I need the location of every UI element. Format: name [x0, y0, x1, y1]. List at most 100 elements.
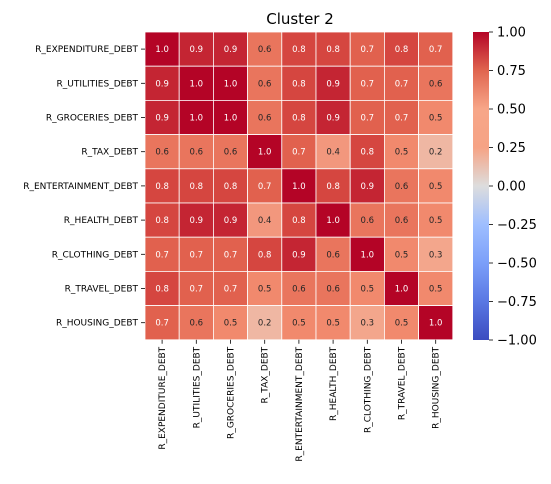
- cell-value-label: 0.6: [292, 285, 306, 295]
- cell-value-label: 1.0: [190, 114, 204, 124]
- heatmap-cell: [349, 168, 385, 204]
- cell-value-label: 1.0: [395, 285, 409, 295]
- cell-value-label: 0.7: [224, 285, 238, 295]
- heatmap-cell: [178, 305, 214, 341]
- heatmap-cell: [144, 100, 180, 136]
- cell-value-label: 0.6: [258, 45, 272, 55]
- cell-value-label: 1.0: [224, 79, 238, 89]
- heatmap-cell: [315, 270, 351, 306]
- row-tick-label: R_HOUSING_DEBT: [56, 319, 139, 329]
- cell-value-label: 0.7: [395, 114, 409, 124]
- cell-value-label: 0.8: [292, 114, 306, 124]
- cell-value-label: 0.9: [224, 216, 238, 226]
- cell-value-label: 0.6: [361, 216, 375, 226]
- cell-value-label: 0.8: [292, 45, 306, 55]
- cell-value-label: 0.3: [361, 319, 375, 329]
- row-tick-label: R_HEALTH_DEBT: [64, 216, 139, 226]
- cell-value-label: 0.5: [395, 250, 409, 260]
- cell-value-label: 0.7: [361, 79, 375, 89]
- column-tick-label: R_TRAVEL_DEBT: [398, 346, 408, 420]
- colorbar: [473, 32, 489, 340]
- column-tick-label: R_CLOTHING_DEBT: [363, 346, 373, 433]
- cell-value-label: 0.7: [190, 285, 204, 295]
- cell-value-label: 0.9: [224, 45, 238, 55]
- colorbar-tick-label: 0.00: [497, 180, 526, 195]
- cell-value-label: 1.0: [429, 319, 443, 329]
- heatmap-cell: [212, 270, 248, 306]
- heatmap-cell: [281, 236, 317, 272]
- column-tick-label: R_ENTERTAINMENT_DEBT: [295, 346, 305, 461]
- cell-value-label: 1.0: [292, 182, 306, 192]
- cell-value-label: 0.6: [429, 79, 443, 89]
- cell-value-label: 0.7: [190, 250, 204, 260]
- heatmap-cell: [144, 305, 180, 341]
- column-tick-labels: R_EXPENDITURE_DEBT R_UTILITIES_DEBT R_GROC…: [158, 339, 442, 462]
- heatmap-cell: [418, 168, 454, 204]
- heatmap-cell: [383, 65, 419, 101]
- cell-value-label: 0.7: [155, 319, 169, 329]
- cell-value-label: 0.5: [429, 114, 443, 124]
- cell-value-label: 0.6: [395, 216, 409, 226]
- cell-value-label: 0.4: [326, 148, 340, 158]
- cell-value-label: 1.0: [155, 45, 169, 55]
- heatmap-cell: [418, 305, 454, 341]
- heatmap-cell: [178, 100, 214, 136]
- column-tick-label: R_GROCERIES_DEBT: [227, 346, 237, 439]
- cell-value-label: 0.5: [395, 148, 409, 158]
- cell-value-label: 0.8: [361, 148, 375, 158]
- cell-value-label: 0.5: [292, 319, 306, 329]
- cell-value-label: 0.2: [258, 319, 272, 329]
- heatmap-cell: [247, 168, 283, 204]
- colorbar-tick-label: −0.75: [497, 295, 537, 310]
- cell-value-label: 0.7: [224, 250, 238, 260]
- row-tick-label: R_GROCERIES_DEBT: [46, 114, 139, 124]
- heatmap-cells: 1.0 0.9 0.9 0.6 0.8 0.8 0.7 0.8 0.7 0.9 1.0 1.0 0.6 0…: [144, 31, 454, 341]
- cell-value-label: 0.5: [326, 319, 340, 329]
- heatmap-cell: [315, 202, 351, 238]
- heatmap-cell: [418, 65, 454, 101]
- heatmap-cell: [383, 202, 419, 238]
- cell-value-label: 0.8: [292, 216, 306, 226]
- heatmap-cell: [281, 270, 317, 306]
- cell-value-label: 0.6: [155, 148, 169, 158]
- cell-value-label: 0.6: [326, 250, 340, 260]
- heatmap-cell: [178, 31, 214, 67]
- cell-value-label: 0.9: [155, 114, 169, 124]
- row-tick-label: R_CLOTHING_DEBT: [52, 250, 139, 260]
- column-tick-label: R_HOUSING_DEBT: [432, 346, 442, 429]
- cell-value-label: 0.8: [155, 182, 169, 192]
- cell-value-label: 0.8: [224, 182, 238, 192]
- row-tick-label: R_TAX_DEBT: [81, 148, 138, 158]
- cell-value-label: 0.7: [361, 45, 375, 55]
- heatmap-cell: [247, 100, 283, 136]
- row-tick-label: R_EXPENDITURE_DEBT: [35, 45, 138, 55]
- column-tick-label: R_HEALTH_DEBT: [329, 346, 339, 421]
- cell-value-label: 0.5: [395, 319, 409, 329]
- cell-value-label: 0.6: [395, 182, 409, 192]
- cell-value-label: 0.9: [361, 182, 375, 192]
- cell-value-label: 0.5: [429, 182, 443, 192]
- cell-value-label: 0.8: [190, 182, 204, 192]
- cell-value-label: 1.0: [258, 148, 272, 158]
- heatmap-cell: [247, 270, 283, 306]
- heatmap-cell: [247, 305, 283, 341]
- cell-value-label: 0.9: [292, 250, 306, 260]
- cell-value-label: 0.7: [155, 250, 169, 260]
- heatmap-cell: [315, 168, 351, 204]
- colorbar-tick-label: −1.00: [497, 334, 537, 349]
- cell-value-label: 1.0: [190, 79, 204, 89]
- heatmap-cell: [418, 202, 454, 238]
- colorbar-tick-label: −0.25: [497, 218, 537, 233]
- cell-value-label: 0.6: [190, 319, 204, 329]
- cell-value-label: 0.9: [326, 79, 340, 89]
- heatmap-cell: [178, 202, 214, 238]
- row-tick-label: R_ENTERTAINMENT_DEBT: [23, 182, 138, 192]
- heatmap-cell: [349, 270, 385, 306]
- heatmap-cell: [418, 270, 454, 306]
- heatmap-cell: [349, 236, 385, 272]
- heatmap-cell: [418, 134, 454, 170]
- cell-value-label: 0.5: [258, 285, 272, 295]
- heatmap-cell: [212, 168, 248, 204]
- colorbar-tick-label: −0.50: [497, 257, 537, 272]
